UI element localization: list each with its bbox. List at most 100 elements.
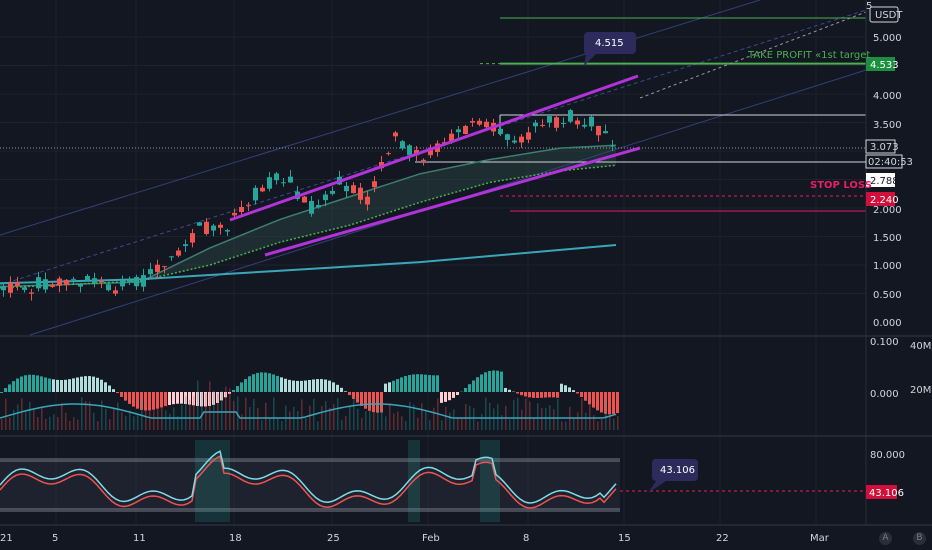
trend-upper — [229, 74, 639, 222]
macd-bar-42 — [168, 392, 171, 405]
candle-body-65 — [456, 129, 461, 133]
volume-bar-146 — [585, 412, 587, 430]
time-label-18: 18 — [229, 533, 242, 544]
volume-bar-135 — [541, 407, 543, 430]
candlesticks[interactable] — [1, 108, 615, 301]
macd-bar-120 — [480, 374, 483, 392]
macd-bar-136 — [544, 392, 547, 398]
macd-bar-77 — [308, 379, 311, 392]
annotations[interactable]: 4.515 TAKE PROFIT «1st target STOP LOSS … — [583, 32, 872, 493]
candle-body-24 — [169, 256, 174, 258]
volume-bar-22 — [89, 401, 91, 430]
rsi-pane[interactable] — [0, 440, 620, 522]
volume-bar-64 — [257, 407, 259, 430]
candle-body-20 — [141, 275, 146, 287]
volume-bar-104 — [417, 417, 419, 430]
candle-body-41 — [288, 176, 293, 183]
volume-bar-19 — [77, 419, 79, 430]
macd-bar-129 — [516, 392, 519, 394]
volume-bar-8 — [33, 409, 35, 430]
volume-bar-69 — [277, 418, 279, 430]
macd-bar-20 — [80, 376, 83, 392]
candle-body-26 — [183, 244, 188, 247]
volume-bar-50 — [201, 392, 203, 430]
macd-bar-74 — [296, 380, 299, 392]
candle-body-53 — [372, 181, 377, 188]
volume-bar-111 — [445, 406, 447, 430]
macd-bar-87 — [348, 392, 351, 396]
volume-bar-128 — [513, 399, 515, 430]
macd-bar-89 — [356, 392, 359, 403]
volume-bar-149 — [597, 421, 599, 430]
volume-bar-65 — [261, 420, 263, 430]
candle-body-21 — [148, 269, 153, 275]
candle-body-86 — [603, 131, 608, 134]
price-tick-top: 5 — [866, 1, 872, 12]
volume-bar-74 — [297, 411, 299, 430]
candle-body-66 — [463, 125, 468, 134]
price-tick-0500: 0.500 — [873, 290, 902, 301]
macd-bar-75 — [300, 380, 303, 392]
macd-bar-62 — [248, 376, 251, 392]
volume-bar-145 — [581, 398, 583, 430]
macd-pane[interactable] — [0, 370, 619, 430]
volume-bar-29 — [117, 402, 119, 430]
macd-bar-16 — [64, 379, 67, 392]
volume-bar-38 — [153, 410, 155, 430]
ma-medium — [0, 164, 617, 289]
macd-bar-40 — [160, 392, 163, 408]
macd-bar-106 — [424, 374, 427, 392]
support-badge-text: 2.788 — [870, 176, 899, 187]
macd-bar-111 — [444, 392, 447, 402]
macd-bar-123 — [492, 370, 495, 392]
volume-bar-133 — [533, 416, 535, 430]
macd-bar-146 — [584, 392, 587, 401]
candle-body-81 — [568, 110, 573, 122]
macd-bar-41 — [164, 392, 167, 407]
candle-body-78 — [547, 116, 552, 123]
macd-bar-119 — [476, 377, 479, 392]
macd-bar-126 — [504, 388, 507, 392]
rsi-callout-bubble[interactable] — [648, 459, 698, 493]
countdown-badge — [865, 154, 903, 169]
take-profit-badge — [866, 57, 895, 71]
volume-bar-103 — [413, 404, 415, 430]
macd-bar-135 — [540, 392, 543, 398]
price-tick-3500: 3.500 — [873, 120, 902, 131]
volume-bar-99 — [397, 411, 399, 430]
candle-body-10 — [71, 278, 76, 280]
macd-bar-90 — [360, 392, 363, 406]
volume-bar-136 — [545, 407, 547, 430]
candle-body-25 — [176, 250, 181, 256]
macd-bar-113 — [452, 392, 455, 398]
price-tick-5000: 5.000 — [873, 33, 902, 44]
tp-callout-bubble[interactable] — [583, 32, 636, 66]
candle-body-76 — [533, 122, 538, 127]
auto-scale-button[interactable]: A — [879, 532, 892, 545]
volume-bar-77 — [309, 405, 311, 430]
stop-loss-label: STOP LOSS — [810, 180, 872, 191]
bracket-button[interactable]: B — [913, 532, 926, 545]
macd-bar-31 — [124, 392, 127, 401]
volume-bar-83 — [333, 403, 335, 430]
macd-bar-5 — [20, 376, 23, 392]
macd-bar-64 — [256, 372, 259, 392]
macd-bar-109 — [436, 375, 439, 392]
volume-bar-118 — [473, 407, 475, 430]
volume-bar-98 — [393, 413, 395, 430]
macd-bar-7 — [28, 374, 31, 392]
volume-bar-4 — [17, 404, 19, 430]
volume-bar-132 — [529, 401, 531, 430]
rsi-overbought-zone-0 — [195, 440, 230, 522]
volume-bar-37 — [149, 398, 151, 430]
ma-cloud-fill — [0, 145, 616, 288]
macd-bar-147 — [588, 392, 591, 405]
currency-box[interactable] — [869, 6, 899, 23]
volume-bar-49 — [197, 380, 199, 430]
trend-channel[interactable] — [229, 11, 867, 257]
macd-bar-117 — [468, 384, 471, 392]
macd-bar-142 — [568, 387, 571, 392]
macd-bar-50 — [200, 392, 203, 407]
